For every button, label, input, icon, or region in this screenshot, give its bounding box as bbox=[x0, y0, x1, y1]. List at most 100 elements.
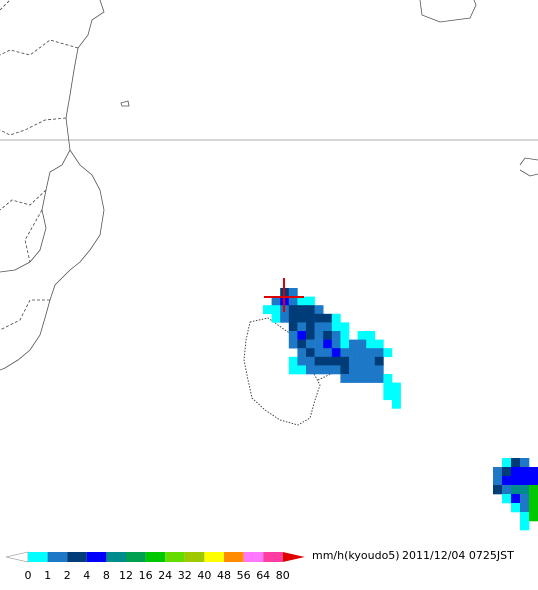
radar-cell bbox=[383, 348, 393, 358]
legend-label: 12 bbox=[119, 569, 133, 582]
radar-cell bbox=[331, 322, 341, 332]
radar-cell bbox=[288, 305, 298, 315]
radar-cell bbox=[520, 467, 530, 477]
radar-cell bbox=[520, 503, 530, 513]
radar-cell bbox=[502, 476, 512, 486]
legend-label: 56 bbox=[237, 569, 251, 582]
radar-cell bbox=[511, 503, 521, 513]
radar-cell bbox=[511, 485, 521, 495]
radar-cell bbox=[349, 365, 358, 375]
radar-cell bbox=[340, 374, 350, 383]
legend-label: 40 bbox=[197, 569, 211, 582]
radar-cell bbox=[340, 356, 350, 366]
radar-cell bbox=[383, 391, 393, 401]
radar-cell bbox=[366, 339, 376, 349]
radar-cell bbox=[340, 339, 350, 349]
radar-cell bbox=[306, 356, 315, 366]
radar-cell bbox=[374, 356, 384, 366]
radar-cell bbox=[357, 374, 367, 383]
radar-cell bbox=[529, 476, 538, 486]
radar-cell bbox=[271, 296, 281, 306]
radar-cell bbox=[529, 494, 538, 504]
radar-cell bbox=[349, 339, 358, 349]
radar-cell bbox=[288, 365, 298, 375]
legend-swatch bbox=[263, 552, 283, 562]
legend: mm/h(kyoudo5) 2011/12/04 0725JST 0 1 2 4 8 12… bbox=[5, 549, 514, 582]
radar-cell bbox=[340, 348, 350, 358]
radar-cell bbox=[357, 356, 367, 366]
radar-cell bbox=[271, 313, 281, 323]
radar-cell bbox=[331, 313, 341, 323]
radar-cell bbox=[366, 374, 376, 383]
marker bbox=[264, 278, 304, 312]
radar-cell bbox=[502, 494, 512, 504]
legend-under bbox=[5, 551, 29, 563]
radar-cell bbox=[288, 296, 298, 306]
radar-cell bbox=[297, 296, 307, 306]
radar-cell bbox=[520, 494, 530, 504]
radar-cell bbox=[502, 485, 512, 495]
radar-cell bbox=[297, 365, 307, 375]
radar-cell bbox=[323, 331, 333, 340]
radar-cell bbox=[511, 494, 521, 504]
legend-swatch bbox=[145, 552, 166, 562]
radar-cell bbox=[314, 356, 324, 366]
radar-cell bbox=[288, 322, 298, 332]
radar-cell bbox=[366, 331, 376, 340]
radar-cell bbox=[520, 521, 530, 531]
legend-swatch bbox=[126, 552, 146, 562]
radar-cell bbox=[306, 339, 315, 349]
legend-label: 16 bbox=[139, 569, 153, 582]
coastline bbox=[419, 0, 477, 23]
radar-cell bbox=[366, 365, 376, 375]
radar-cell bbox=[502, 458, 512, 468]
legend-label: 4 bbox=[83, 569, 90, 582]
legend-swatch bbox=[47, 552, 68, 562]
radar-cell bbox=[314, 305, 324, 315]
radar-cell bbox=[323, 313, 333, 323]
radar-cell bbox=[306, 331, 315, 340]
radar-cell bbox=[511, 467, 521, 477]
radar-cell bbox=[392, 391, 401, 401]
radar-cell bbox=[357, 365, 367, 375]
radar-cell bbox=[323, 356, 333, 366]
radar-cell bbox=[357, 348, 367, 358]
radar-cell bbox=[374, 374, 384, 383]
radar-cell bbox=[306, 296, 315, 306]
legend-label: 24 bbox=[158, 569, 172, 582]
radar-cell bbox=[288, 288, 298, 297]
radar-cell bbox=[263, 305, 272, 315]
radar-cell bbox=[374, 348, 384, 358]
radar-cell bbox=[297, 322, 307, 332]
legend-swatch bbox=[184, 552, 205, 562]
radar-cell bbox=[288, 339, 298, 349]
radar-cell bbox=[529, 467, 538, 477]
island bbox=[120, 100, 130, 107]
radar-cell bbox=[520, 485, 530, 495]
radar-cell bbox=[323, 322, 333, 332]
radar-cell bbox=[297, 313, 307, 323]
radar-cell bbox=[349, 348, 358, 358]
radar-cell bbox=[340, 365, 350, 375]
legend-label: 2 bbox=[64, 569, 71, 582]
radar-cell bbox=[392, 382, 401, 392]
radar-cell bbox=[331, 331, 341, 340]
radar-cell bbox=[511, 476, 521, 486]
radar-cell bbox=[288, 313, 298, 323]
radar-cell bbox=[520, 476, 530, 486]
radar-cell bbox=[323, 348, 333, 358]
radar-cell bbox=[271, 305, 281, 315]
radar-cell bbox=[306, 305, 315, 315]
radar-cell bbox=[331, 356, 341, 366]
radar-cell bbox=[323, 339, 333, 349]
legend-swatch bbox=[86, 552, 107, 562]
timestamp: 2011/12/04 0725JST bbox=[402, 549, 514, 562]
radar-cell bbox=[331, 348, 341, 358]
legend-swatch bbox=[243, 552, 264, 562]
legend-label: 1 bbox=[44, 569, 51, 582]
radar-cell bbox=[340, 331, 350, 340]
radar-cell bbox=[297, 356, 307, 366]
radar-cell bbox=[340, 322, 350, 332]
radar-cell bbox=[288, 356, 298, 366]
radar-cell bbox=[349, 356, 358, 366]
